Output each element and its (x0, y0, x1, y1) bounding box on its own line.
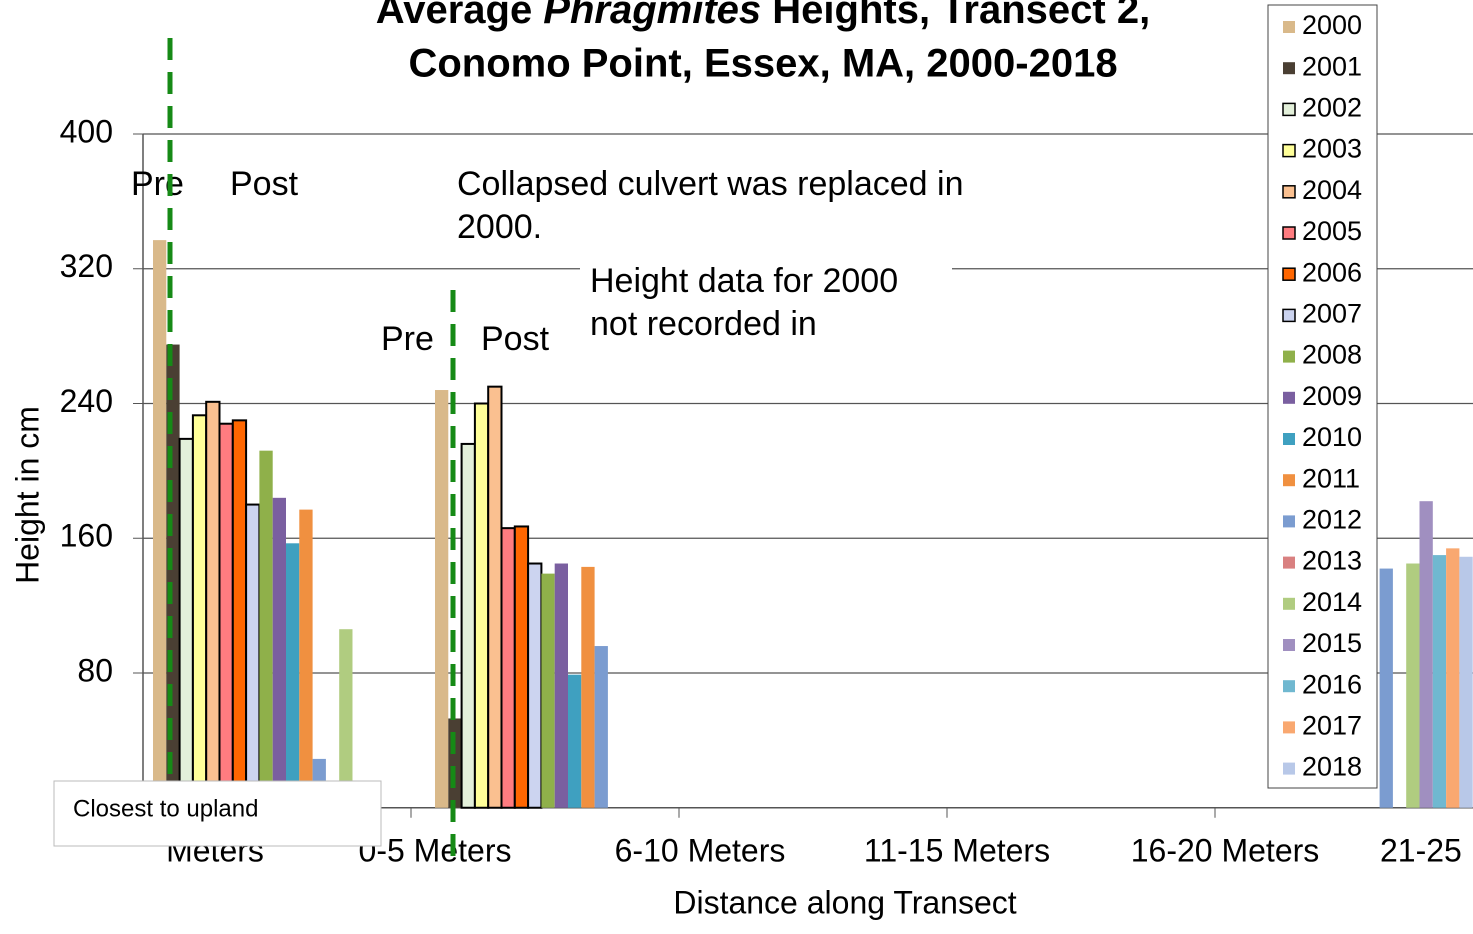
y-axis-label: Height in cm (9, 406, 45, 584)
legend-label: 2008 (1302, 340, 1362, 370)
chart-title: Average Phragmites Heights, Transect 2, (376, 0, 1150, 32)
legend-swatch (1283, 391, 1295, 404)
bar (218, 422, 234, 809)
bar (205, 400, 221, 809)
legend-swatch (1283, 350, 1295, 363)
legend-label: 2011 (1302, 463, 1360, 493)
annotation: Pre (131, 165, 184, 203)
bar (153, 240, 167, 808)
bar (259, 450, 273, 808)
bar (541, 573, 555, 808)
legend-label: 2013 (1302, 546, 1362, 576)
legend-label: 2012 (1302, 505, 1362, 535)
legend-swatch (1283, 639, 1295, 651)
legend-label: 2018 (1302, 752, 1362, 782)
bar (1419, 501, 1433, 808)
y-tick-label: 160 (60, 518, 113, 554)
legend-label: 2006 (1302, 257, 1362, 287)
legend-swatch (1283, 762, 1295, 775)
annotation: Post (481, 320, 550, 358)
bar (339, 629, 353, 808)
legend-swatch (1282, 308, 1296, 323)
x-tick-label: 16-20 Meters (1131, 832, 1320, 868)
legend-label: 2015 (1302, 628, 1362, 658)
legend-swatch (1283, 680, 1295, 693)
y-tick-label: 240 (60, 383, 113, 419)
legend-label: 2007 (1302, 299, 1362, 329)
bar (286, 543, 300, 808)
chart-title: Conomo Point, Essex, MA, 2000-2018 (408, 42, 1117, 86)
bar (568, 674, 582, 808)
annotation-bg (580, 262, 952, 352)
y-tick-label: 80 (77, 652, 113, 688)
bar (448, 718, 462, 808)
legend-label: 2010 (1302, 422, 1362, 452)
bar (1432, 555, 1447, 808)
y-tick-label: 320 (60, 248, 113, 284)
bar (231, 419, 248, 809)
bar (299, 509, 313, 808)
annotation: Height data for 2000 (590, 262, 898, 300)
legend-label: 2017 (1302, 711, 1362, 741)
bar (473, 402, 490, 809)
bar (594, 646, 608, 808)
legend-swatch (1282, 102, 1296, 117)
bar (513, 525, 530, 809)
legend-swatch (1283, 597, 1295, 610)
legend-label: 2001 (1302, 51, 1362, 81)
bar (527, 562, 543, 809)
legend-swatch (1283, 62, 1295, 75)
bar (191, 414, 208, 809)
legend-swatch (1282, 143, 1296, 158)
legend-label: 2014 (1302, 587, 1362, 617)
bar (1379, 568, 1393, 808)
bar (245, 503, 261, 809)
bar (1459, 556, 1473, 808)
legend-label: 2003 (1302, 134, 1362, 164)
x-axis-label: Distance along Transect (673, 884, 1016, 920)
legend-swatch (1283, 515, 1295, 528)
legend-swatch (1283, 474, 1295, 487)
annotation: Collapsed culvert was replaced in (457, 165, 963, 203)
legend-label: 2005 (1302, 216, 1362, 246)
legend-swatch (1283, 433, 1295, 445)
bar (581, 566, 595, 808)
x-tick-label: 21-25 (1380, 832, 1462, 868)
bar (272, 497, 286, 808)
legend-swatch (1282, 185, 1296, 199)
legend-label: 2000 (1302, 10, 1362, 40)
x-tick-label: 11-15 Meters (864, 832, 1050, 868)
bar (554, 563, 568, 808)
bar (1406, 563, 1420, 808)
legend-label: 2004 (1302, 175, 1362, 205)
legend-label: 2016 (1302, 669, 1362, 699)
x-tick-label: 0-5 Meters (359, 832, 512, 868)
legend-swatch (1282, 226, 1296, 240)
legend-swatch (1283, 556, 1295, 569)
bar (435, 390, 449, 808)
legend-label: 2002 (1302, 93, 1362, 123)
bar (1446, 548, 1460, 808)
annotation: Post (230, 165, 299, 203)
bar (487, 385, 503, 809)
bar (178, 437, 194, 809)
annotation: 2000. (457, 208, 542, 246)
bar (460, 442, 476, 809)
legend-swatch (1283, 721, 1295, 734)
note-text: Closest to upland (73, 795, 258, 822)
legend-swatch (1282, 267, 1296, 281)
annotation: Pre (381, 320, 434, 358)
legend-label: 2009 (1302, 381, 1362, 411)
y-tick-label: 400 (60, 113, 113, 149)
legend-swatch (1283, 21, 1295, 33)
bar (500, 527, 516, 809)
note-box (53, 780, 382, 847)
annotation: not recorded in (590, 305, 817, 343)
x-tick-label: 6-10 Meters (615, 832, 786, 868)
